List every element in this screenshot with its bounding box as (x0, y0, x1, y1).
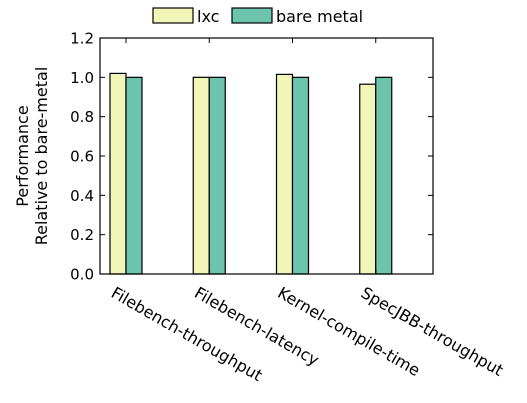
y-tick-label: 0.4 (70, 187, 94, 205)
bar-lxc-3 (275, 73, 294, 275)
y-tick-label: 1.2 (70, 30, 94, 48)
bar-lxc-2 (192, 76, 210, 275)
x-tick-label: SpecJBB-throughput (358, 283, 507, 380)
y-tick-label: 0.2 (70, 226, 94, 244)
x-tick-label: Kernel-compile-time (275, 283, 424, 380)
y-tick-label: 0.0 (70, 266, 94, 284)
bar-bare-metal-4 (375, 76, 393, 275)
bar-lxc-1 (109, 72, 127, 275)
y-tick-label: 1.0 (70, 69, 94, 87)
y-axis-title: PerformanceRelative to bare-metal (13, 67, 51, 246)
bar-lxc-4 (359, 83, 377, 275)
bars (109, 72, 393, 275)
legend-label: bare metal (276, 7, 363, 26)
legend-label: lxc (197, 7, 219, 26)
y-tick-label: 0.6 (70, 148, 94, 166)
legend-swatch-bare-metal (231, 7, 273, 24)
legend: lxc bare metal (152, 7, 363, 26)
y-axis-label: PerformanceRelative to bare-metal (13, 67, 51, 246)
y-tick-label: 0.8 (70, 108, 94, 126)
x-tick-label: Filebench-throughput (108, 283, 266, 385)
plot-frame (99, 37, 434, 275)
legend-swatch-lxc (152, 7, 194, 24)
bar-bare-metal-3 (291, 76, 310, 275)
bar-bare-metal-2 (208, 76, 226, 275)
bar-bare-metal-1 (125, 76, 143, 275)
